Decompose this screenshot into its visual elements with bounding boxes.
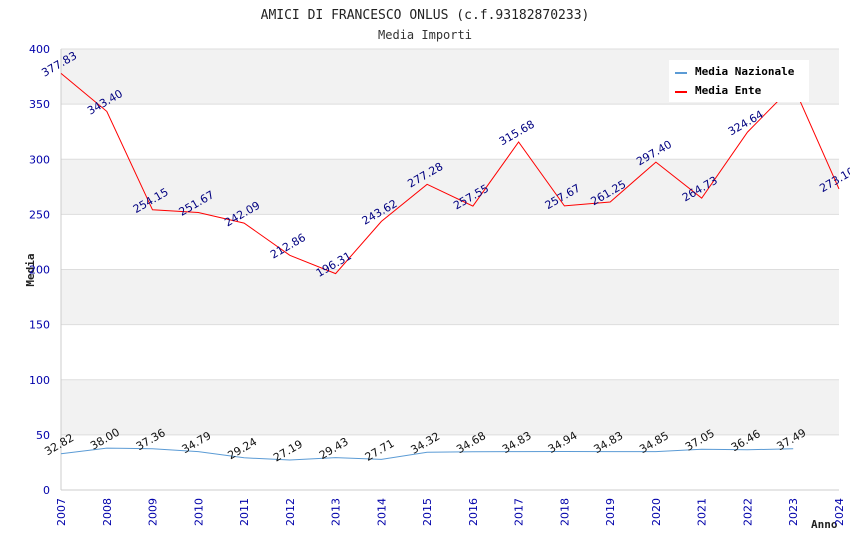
grid-band	[61, 104, 839, 160]
x-tick-label: 2020	[650, 498, 663, 526]
gridlines	[60, 48, 839, 491]
x-tick-label: 2008	[101, 498, 114, 526]
y-axis-title: Media	[24, 253, 37, 286]
x-tick-label: 2009	[147, 498, 160, 526]
legend-label-media-ente: Media Ente	[695, 84, 762, 97]
y-tick-label: 0	[43, 484, 50, 497]
y-tick-label: 300	[29, 153, 50, 166]
legend-box	[669, 60, 809, 102]
chart-title: AMICI DI FRANCESCO ONLUS (c.f.9318287023…	[261, 8, 590, 23]
x-tick-label: 2017	[513, 498, 526, 526]
x-tick-label: 2022	[741, 498, 754, 526]
grid-band	[61, 269, 839, 325]
x-tick-label: 2010	[192, 498, 205, 526]
x-tick-label: 2011	[238, 498, 251, 526]
grid-band	[61, 434, 839, 490]
x-tick-label: 2007	[55, 498, 68, 526]
x-tick-label: 2015	[421, 498, 434, 526]
x-tick-label: 2021	[696, 498, 709, 526]
x-tick-label: 2018	[558, 498, 571, 526]
x-tick-label: 2016	[467, 498, 480, 526]
x-axis-title: Anno	[811, 518, 838, 531]
x-tick-label: 2019	[604, 498, 617, 526]
chart-subtitle: Media Importi	[378, 28, 472, 42]
y-tick-label: 200	[29, 264, 50, 277]
x-tick-label: 2014	[375, 498, 388, 526]
y-tick-label: 150	[29, 319, 50, 332]
legend: Media Nazionale Media Ente	[669, 60, 809, 102]
y-tick-label: 400	[29, 43, 50, 56]
x-tick-label: 2013	[330, 498, 343, 526]
y-tick-label: 100	[29, 374, 50, 387]
y-tick-label: 50	[36, 429, 50, 442]
series-line-media-ente	[60, 73, 840, 275]
grid-band	[61, 379, 839, 435]
y-tick-label: 350	[29, 98, 50, 111]
grid-band	[61, 214, 839, 270]
x-axis-ticks: 2007 2008 2009 2010 2011 2012 2013 2014 2015 2016…	[55, 498, 846, 526]
y-tick-label: 250	[29, 208, 50, 221]
x-tick-label: 2012	[284, 498, 297, 526]
series-line-media-nazionale	[60, 447, 794, 461]
grid-band	[61, 324, 839, 380]
x-tick-label: 2023	[787, 498, 800, 526]
legend-label-media-nazionale: Media Nazionale	[695, 65, 795, 78]
x-tick-label: 2024	[833, 498, 846, 526]
y-axis-ticks: 0 50 100 150 200 250 300 350 400	[29, 43, 50, 497]
